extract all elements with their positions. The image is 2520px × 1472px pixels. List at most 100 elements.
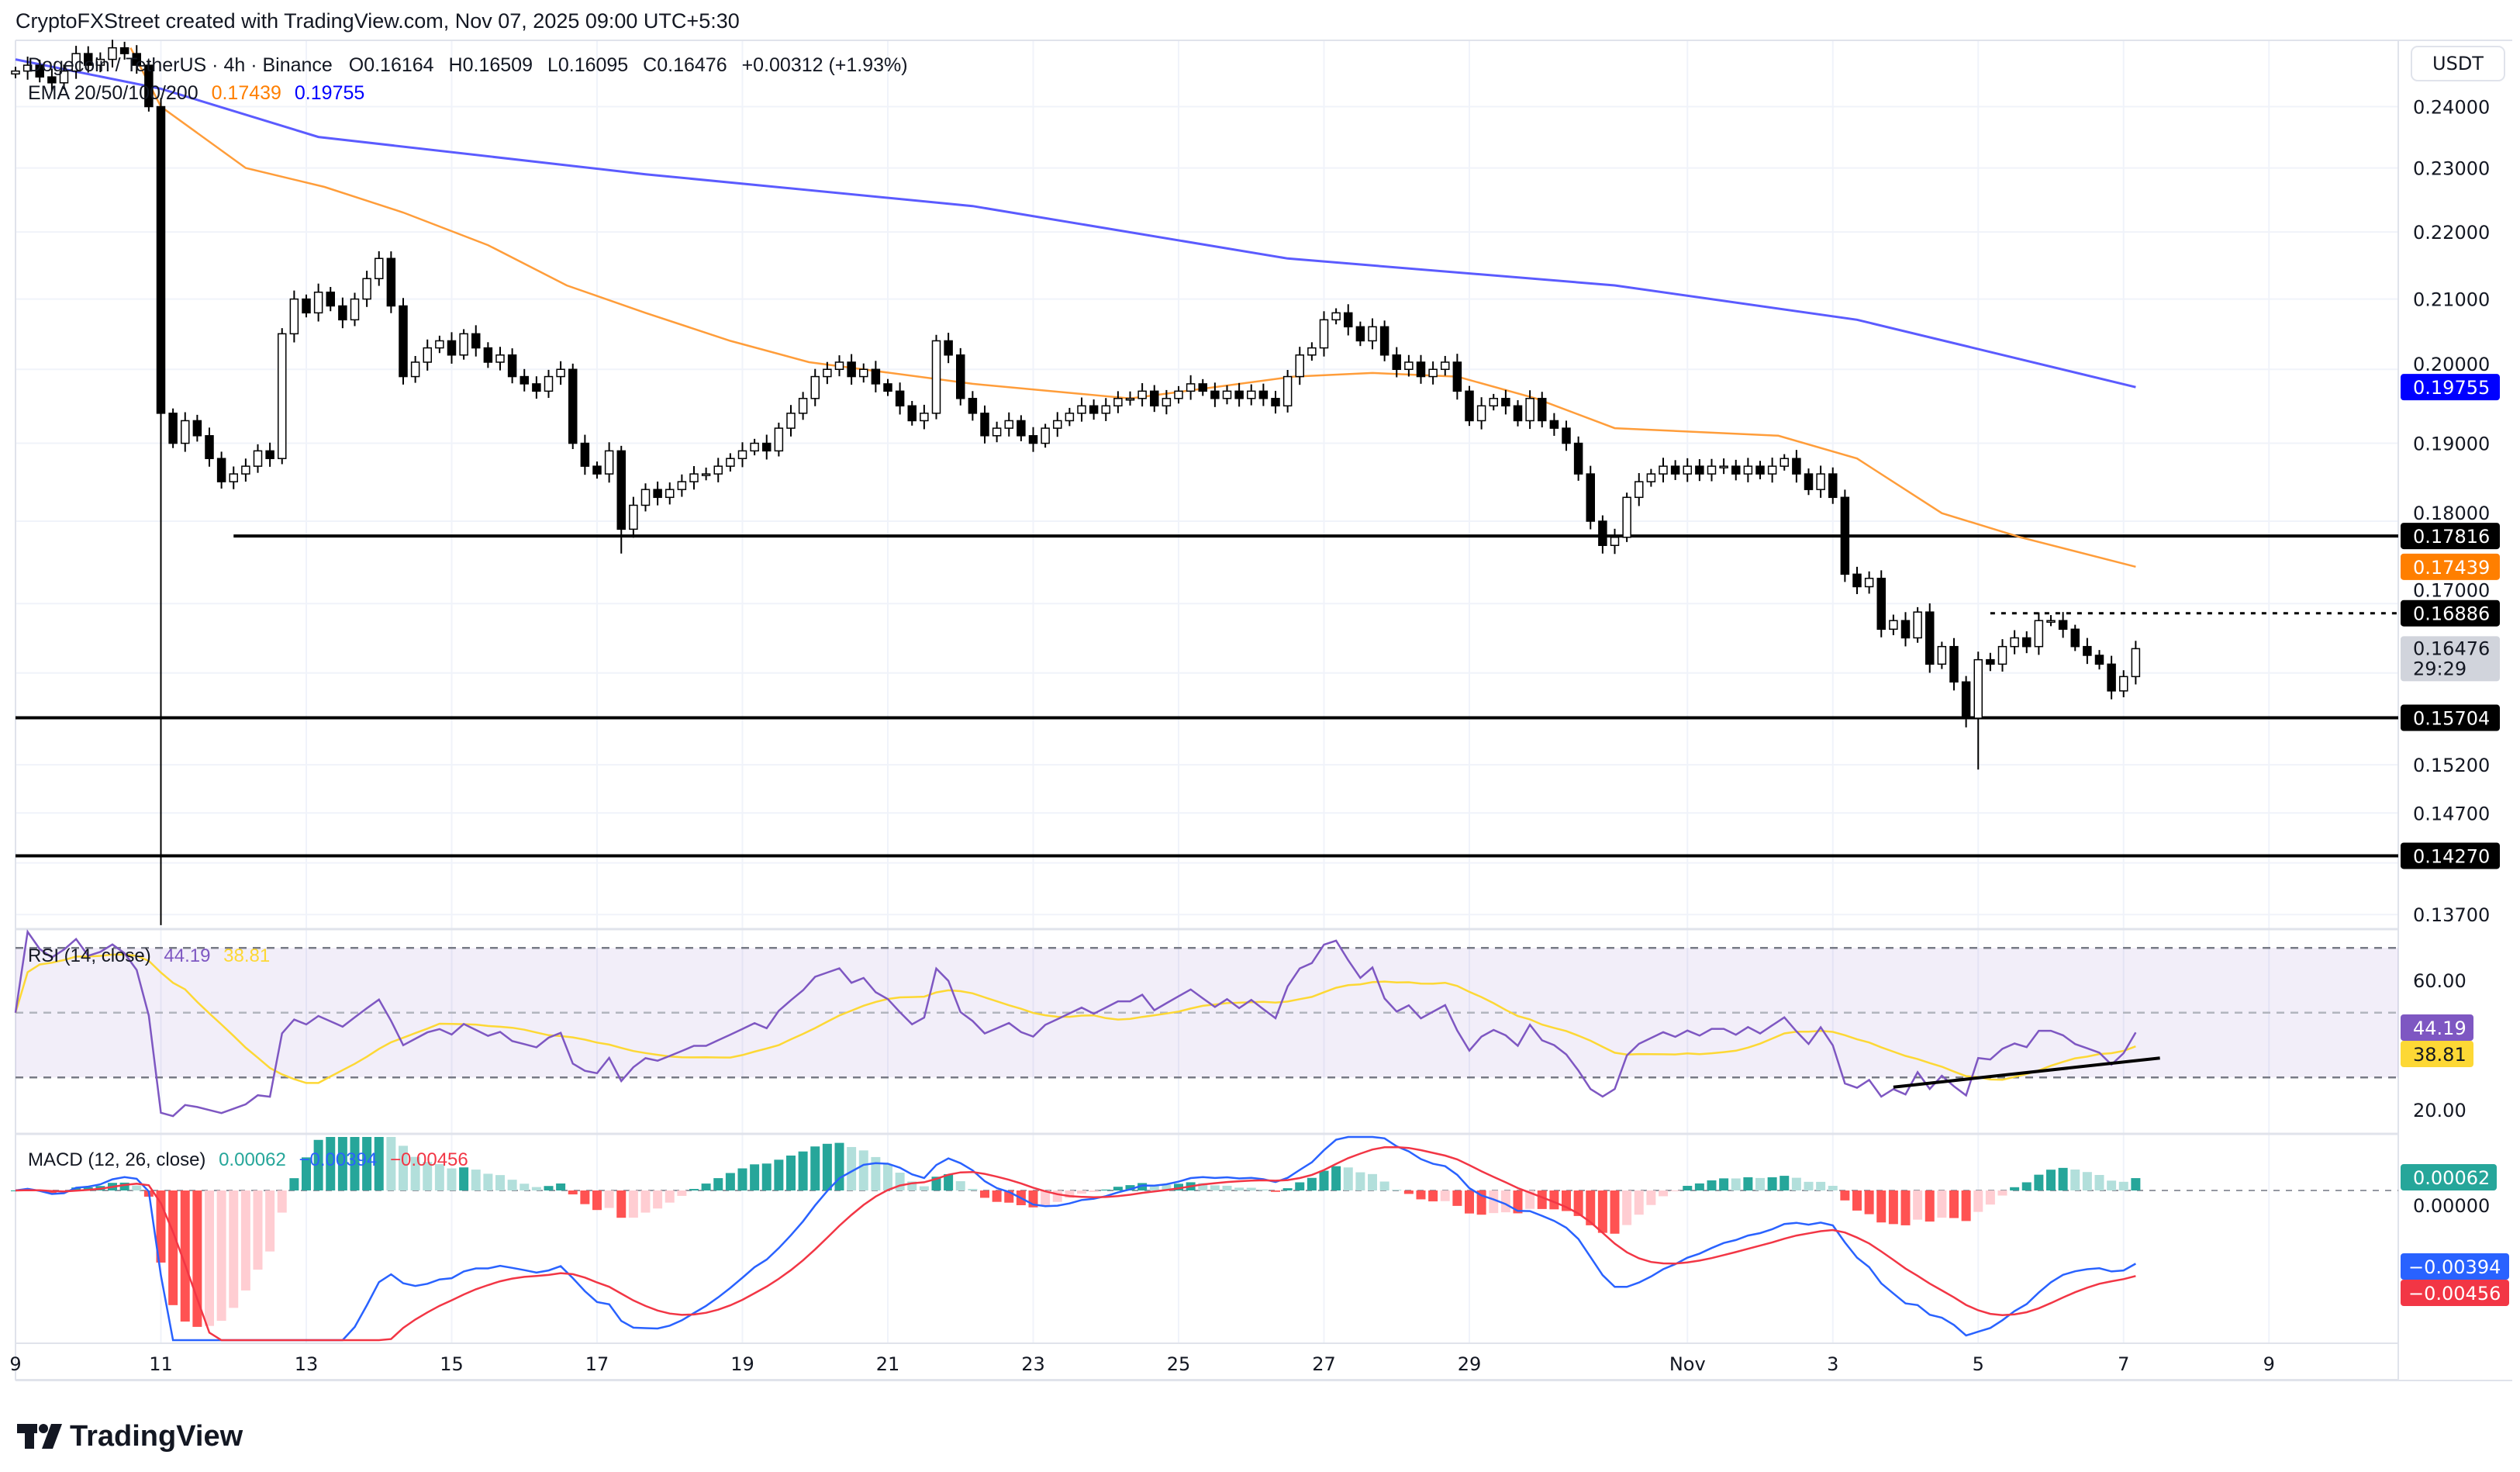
candle-body-down [968,398,978,414]
candle [108,40,117,67]
rsi-value-tag [2401,1014,2473,1041]
candle [1659,458,1668,483]
time-tick: 17 [585,1353,609,1375]
candle-body-up [2119,676,2128,692]
candle-body-down [1828,473,1838,499]
footer [0,1381,2520,1472]
time-tick: 9 [2263,1353,2275,1375]
macd-hist-bar [592,1190,602,1211]
rsi-legend[interactable]: RSI (14, close) 44.19 38.81 [28,945,270,966]
macd-hist-bar [1791,1177,1801,1190]
candle-body-up [1622,496,1631,538]
rsi-ma-tag [2401,1041,2473,1067]
candle-body-up [253,450,263,467]
candle [216,451,226,489]
price-pane[interactable] [11,40,2398,925]
macd-tag [2401,1253,2509,1280]
macd-hist-bar [2082,1172,2092,1190]
candle-body-up [1307,347,1317,356]
macd-hist-bar [725,1173,735,1190]
candle-body-up [1404,361,1414,371]
macd-hist-bar [520,1183,530,1190]
candle-body-up [1101,405,1110,414]
ohlc-change: +0.00312 (+1.93%) [742,54,908,76]
candle [1041,423,1050,448]
macd-hist-bar [1828,1185,1838,1190]
candle-body-up [1174,390,1183,399]
macd-hist-bar [1271,1190,1280,1192]
macd-hist-bar [483,1173,493,1190]
time-axis[interactable]: 9 11 13 15 17 19 21 23 25 27 29 Nov 3 5 7 9 [9,1353,2275,1375]
candle [713,458,723,482]
ema-legend[interactable]: EMA 20/50/100/200 0.17439 0.19755 [28,82,364,104]
candle-body-down [653,489,662,499]
candle [423,339,432,371]
ohlc-low: L0.16095 [547,54,628,76]
currency-button[interactable] [2411,46,2505,81]
rsi-value: 44.19 [164,945,210,966]
last-price: 0.16476 [2413,638,2490,659]
candle [2083,638,2092,665]
candle-body-up [1137,390,1147,399]
candle [1767,458,1777,483]
macd-hist-bar [374,1137,384,1190]
candle-body-down [2058,620,2068,631]
macd-pane[interactable] [11,1135,2398,1342]
rsi-trendline[interactable] [1893,1056,2160,1089]
macd-hist-bar [2094,1175,2104,1190]
macd-hist-bar [701,1183,711,1190]
candle [1986,652,1995,672]
macd-hist-bar [895,1173,905,1190]
candle [95,52,105,73]
candle [375,251,384,286]
candle [1610,528,1620,555]
candle [1077,397,1086,422]
price-tick: 0.15200 [2413,755,2490,776]
candle [1961,676,1971,727]
macd-hist-bar [580,1190,590,1204]
candle [1282,370,1293,413]
candle-body-up [1997,645,2007,665]
candle-body-down [1210,390,1220,399]
candle-body-up [362,278,371,300]
candle-body-down [1986,658,1995,665]
macd-hist-bar [313,1139,323,1190]
candle [471,325,481,357]
candle [229,466,238,489]
candle-body-down [532,383,541,392]
time-tick: 25 [1167,1353,1191,1375]
tradingview-logo[interactable]: TradingView [17,1420,243,1453]
ema50-line [129,47,2136,568]
candle-body-down [1573,442,1583,475]
candle [1174,385,1183,404]
macd-hist-bar [1331,1166,1341,1190]
macd-hist-bar [1985,1190,1995,1205]
rsi-pane[interactable] [14,929,2398,1118]
candle-body-up [1635,481,1644,499]
candle-body-down [1949,645,1959,683]
macd-legend[interactable]: MACD (12, 26, close) 0.00062 −0.00394 −0… [28,1149,468,1170]
candle [956,347,965,406]
candle-body-up [1864,577,1874,588]
candle [1549,413,1559,436]
rsi-value-tag-text: 44.19 [2413,1018,2466,1039]
candle [192,414,202,442]
candle-body-down [1900,620,1911,639]
macd-hist-bar [495,1175,505,1190]
candle [568,363,578,450]
price-tick: 0.23000 [2413,158,2490,180]
candle [1695,459,1704,482]
price-tick: 0.20000 [2413,354,2490,375]
macd-signal-tag-text: −0.00456 [2408,1283,2501,1304]
candle-body-down [1792,458,1801,475]
candle-body-down [265,450,274,459]
macd-hist-bar [980,1190,989,1198]
candle-body-up [2046,620,2056,623]
candle [1319,311,1329,357]
symbol-legend[interactable]: Dogecoin / TetherUS · 4h · Binance O0.16… [28,54,908,76]
candle [507,348,517,384]
candle-body-up [1973,658,1983,719]
candle-body-up [931,340,941,414]
candle-body-down [568,368,578,444]
